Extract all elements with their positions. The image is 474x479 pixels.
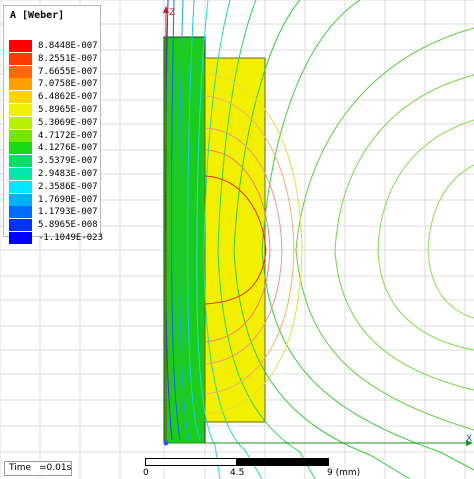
legend-entry: 3.5379E-007 bbox=[9, 155, 99, 168]
legend-color-swatch bbox=[9, 40, 32, 52]
legend-entry: 2.9483E-007 bbox=[9, 168, 99, 181]
x-axis-arrow bbox=[466, 440, 473, 446]
legend-color-swatch bbox=[9, 232, 32, 244]
legend-value-label: 5.3069E-007 bbox=[38, 117, 98, 128]
legend-value-label: 5.8965E-007 bbox=[38, 105, 98, 115]
legend-value-label: 6.4862E-007 bbox=[38, 92, 98, 103]
flux-contour-lines bbox=[165, 0, 474, 479]
scale-label-mid: 4.5 bbox=[230, 468, 245, 478]
scale-label-start: 0 bbox=[143, 468, 149, 478]
legend-entry: 7.0758E-007 bbox=[9, 78, 99, 91]
z-axis-arrow bbox=[163, 6, 169, 13]
time-value: =0.01s bbox=[39, 463, 72, 473]
time-indicator: Time =0.01s bbox=[4, 461, 72, 476]
legend-entry: 8.8448E-007 bbox=[9, 40, 99, 53]
legend-value-label: 4.1276E-007 bbox=[38, 143, 98, 154]
legend-value-label: 8.2551E-007 bbox=[38, 53, 98, 64]
legend-entry: 8.2551E-007 bbox=[9, 52, 99, 66]
legend-title: A [Weber] bbox=[10, 10, 65, 21]
legend-entry: 5.3069E-007 bbox=[9, 116, 99, 130]
legend-value-label: 2.3586E-007 bbox=[38, 181, 98, 192]
legend-color-swatch bbox=[9, 206, 32, 219]
legend-value-label: 2.9483E-007 bbox=[38, 169, 98, 179]
legend-value-label: 7.6655E-007 bbox=[38, 66, 98, 77]
legend-color-swatch bbox=[9, 155, 32, 168]
legend-color-swatch bbox=[9, 193, 32, 206]
legend-color-swatch bbox=[9, 116, 32, 129]
legend-color-swatch bbox=[9, 142, 32, 155]
scale-segment-light bbox=[145, 458, 237, 466]
field-legend: A [Weber] 8.8448E-007 8.2551E-007 7.6655E-… bbox=[3, 5, 103, 244]
legend-entry: 4.7172E-007 bbox=[9, 129, 99, 143]
legend-value-label: 7.0758E-007 bbox=[38, 79, 98, 90]
legend-entry: 5.8965E-008 bbox=[9, 219, 99, 232]
legend-color-swatch bbox=[9, 168, 32, 180]
legend-color-swatch bbox=[9, 129, 32, 142]
legend-color-swatch bbox=[9, 219, 32, 232]
legend-entry: 1.7690E-007 bbox=[9, 193, 99, 207]
origin-marker bbox=[163, 440, 169, 446]
scale-label-end: 9 (mm) bbox=[327, 468, 361, 478]
legend-value-label: 3.5379E-007 bbox=[38, 156, 98, 167]
legend-value-label: 1.1793E-007 bbox=[38, 207, 98, 218]
scale-segment-dark bbox=[237, 458, 329, 466]
legend-color-swatch bbox=[9, 65, 32, 78]
legend-entry: 1.1793E-007 bbox=[9, 206, 99, 219]
legend-color-swatch bbox=[9, 91, 32, 104]
legend-entry: 4.1276E-007 bbox=[9, 142, 99, 155]
legend-entry: 7.6655E-007 bbox=[9, 65, 99, 79]
x-axis-label: X bbox=[466, 434, 472, 444]
z-axis-label: Z bbox=[169, 8, 175, 18]
legend-entry: 2.3586E-007 bbox=[9, 180, 99, 194]
legend-color-swatch bbox=[9, 104, 32, 116]
legend-value-label: 8.8448E-007 bbox=[38, 41, 98, 51]
legend-value-label: 1.7690E-007 bbox=[38, 194, 98, 205]
legend-entry: 5.8965E-007 bbox=[9, 104, 99, 117]
legend-color-swatch bbox=[9, 52, 32, 65]
legend-entry: 6.4862E-007 bbox=[9, 91, 99, 104]
legend-value-label: 5.8965E-008 bbox=[38, 220, 98, 231]
outer-region bbox=[163, 36, 206, 444]
legend-value-label: -1.1049E-023 bbox=[38, 233, 104, 243]
legend-entry: -1.1049E-023 bbox=[9, 232, 103, 245]
scale-bar: 0 4.5 9 (mm) bbox=[143, 458, 360, 479]
time-label: Time bbox=[9, 463, 32, 473]
legend-color-swatch bbox=[9, 78, 32, 91]
legend-color-swatch bbox=[9, 180, 32, 193]
legend-value-label: 4.7172E-007 bbox=[38, 130, 98, 141]
